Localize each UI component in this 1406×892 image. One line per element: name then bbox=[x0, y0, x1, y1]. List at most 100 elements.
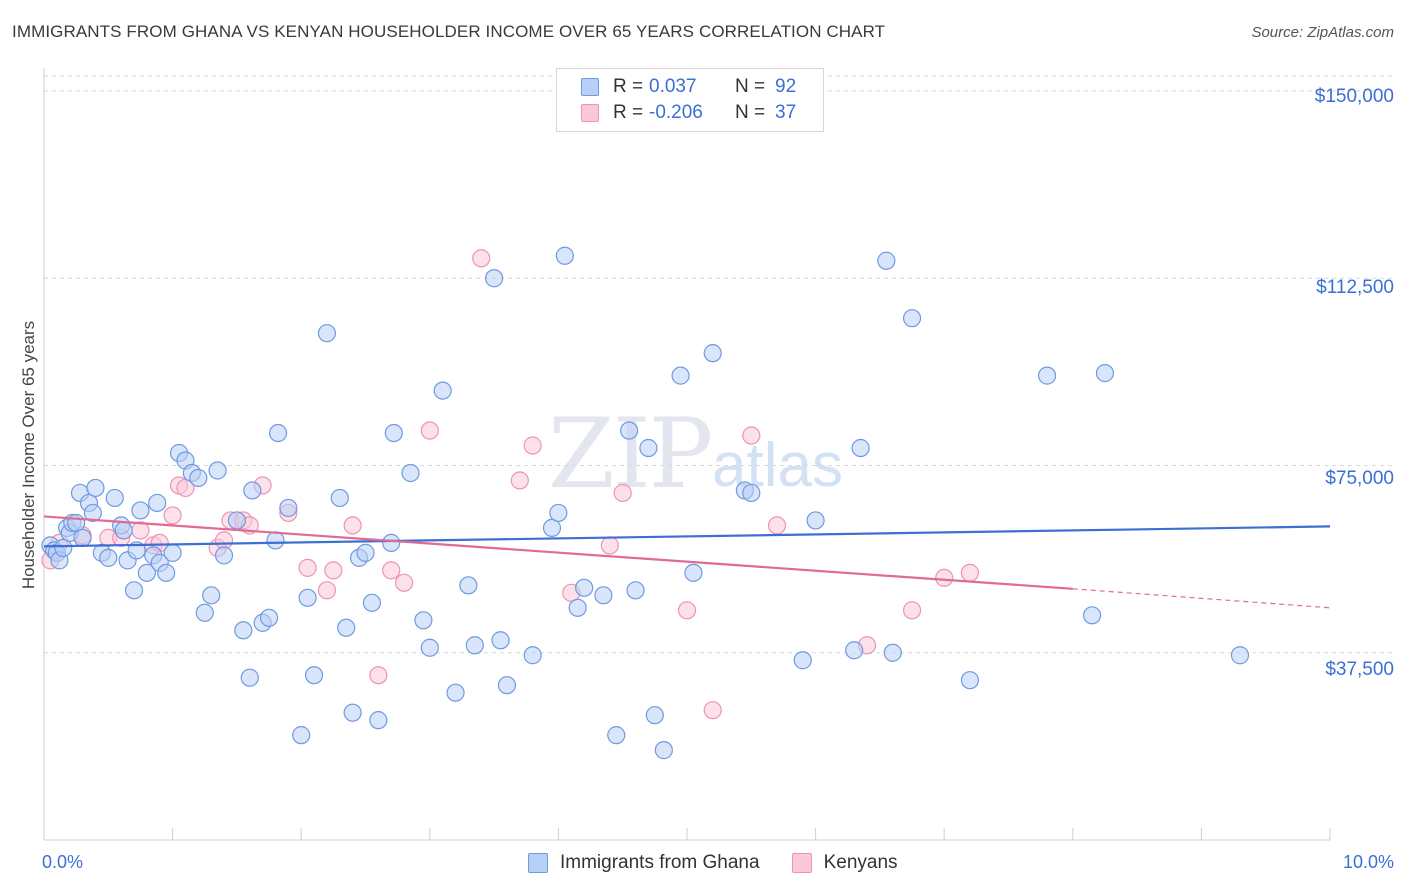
ghana-point bbox=[214, 546, 234, 565]
ghana-point bbox=[337, 618, 356, 637]
kenyan-point bbox=[163, 506, 182, 525]
stats-row-kenyans: R = -0.206 N = 37 bbox=[581, 100, 796, 126]
ghana-point bbox=[317, 324, 337, 343]
ghana-point bbox=[645, 706, 664, 725]
ghana-point bbox=[793, 651, 812, 670]
ghana-point bbox=[304, 666, 324, 685]
ghana-point bbox=[259, 608, 279, 627]
n-value: 92 bbox=[775, 76, 797, 97]
kenyan-point bbox=[382, 561, 401, 580]
ghana-point bbox=[607, 726, 626, 745]
ghana-point bbox=[243, 481, 262, 500]
ghana-point bbox=[157, 563, 176, 582]
x-tick-label: 0.0% bbox=[42, 852, 84, 872]
kenyan-point bbox=[510, 471, 529, 490]
ghana-point bbox=[202, 586, 221, 605]
kenyan-point bbox=[902, 601, 922, 620]
ghana-point bbox=[266, 531, 285, 550]
ghana-point bbox=[433, 381, 452, 400]
kenyan-point bbox=[343, 516, 362, 535]
ghana-point bbox=[234, 621, 253, 640]
ghana-point bbox=[124, 581, 144, 600]
kenyan-point bbox=[394, 573, 414, 592]
legend-item-kenyans[interactable]: Kenyans bbox=[791, 852, 898, 874]
ghana-point bbox=[137, 563, 156, 582]
ghana-point bbox=[330, 488, 349, 508]
ghana-point bbox=[401, 463, 420, 483]
kenyan-point bbox=[960, 563, 980, 582]
ghana-point bbox=[1037, 366, 1057, 385]
kenyan-point bbox=[742, 426, 761, 445]
ghana-point bbox=[131, 501, 150, 520]
ghana-point bbox=[189, 468, 208, 488]
ghana-point bbox=[382, 533, 401, 552]
ghana-point bbox=[1095, 364, 1115, 383]
kenyan-point bbox=[369, 666, 388, 685]
ghana-point bbox=[575, 578, 594, 597]
n-label: N = bbox=[735, 102, 766, 123]
legend-item-ghana[interactable]: Immigrants from Ghana bbox=[528, 852, 760, 874]
ghana-point bbox=[1230, 646, 1250, 665]
n-label: N = bbox=[735, 76, 766, 97]
stats-row-ghana: R = 0.037 N = 92 bbox=[581, 74, 796, 100]
kenyan-trend-line bbox=[43, 515, 1073, 590]
ghana-point bbox=[268, 423, 288, 443]
y-tick-label: $112,500 bbox=[1316, 277, 1394, 298]
n-value: 37 bbox=[775, 102, 797, 123]
ghana-point bbox=[446, 683, 465, 702]
ghana-point bbox=[626, 581, 645, 600]
series-legend: Immigrants from Ghana Kenyans bbox=[528, 852, 930, 874]
legend-label: Immigrants from Ghana bbox=[560, 852, 760, 873]
ghana-point bbox=[208, 461, 227, 480]
kenyan-point bbox=[324, 561, 343, 580]
ghana-point bbox=[742, 483, 761, 503]
ghana-trend-line bbox=[43, 525, 1331, 548]
ghana-point bbox=[105, 488, 124, 508]
ghana-point bbox=[356, 543, 375, 562]
ghana-point bbox=[845, 641, 864, 660]
ghana-point bbox=[851, 438, 870, 458]
ghana-point bbox=[485, 269, 504, 288]
ghana-point bbox=[542, 518, 562, 538]
ghana-point bbox=[414, 611, 433, 630]
ghana-point bbox=[362, 593, 382, 612]
ghana-point bbox=[1082, 606, 1102, 625]
y-tick-label: $37,500 bbox=[1325, 659, 1394, 680]
ghana-point bbox=[459, 576, 478, 595]
ghana-point bbox=[902, 309, 922, 328]
ghana-point bbox=[620, 421, 639, 440]
kenyan-point bbox=[523, 436, 542, 455]
ghana-point bbox=[465, 636, 484, 655]
kenyan-point bbox=[298, 558, 317, 577]
legend-swatch-pink bbox=[581, 104, 599, 122]
ghana-point bbox=[148, 493, 167, 513]
y-tick-label: $150,000 bbox=[1314, 86, 1394, 107]
ghana-point bbox=[384, 423, 403, 443]
ghana-point bbox=[99, 548, 118, 567]
kenyan-point bbox=[600, 536, 619, 555]
r-label: R = bbox=[613, 76, 644, 97]
kenyan-point bbox=[767, 516, 787, 535]
legend-swatch-pink bbox=[791, 853, 812, 873]
ghana-point bbox=[523, 646, 542, 665]
ghana-point bbox=[491, 631, 510, 650]
ghana-point bbox=[279, 498, 298, 518]
ghana-point bbox=[654, 741, 673, 760]
r-value: -0.206 bbox=[649, 102, 703, 123]
source-label: Source: ZipAtlas.com bbox=[1251, 24, 1394, 41]
ghana-point bbox=[240, 668, 259, 687]
kenyan-point bbox=[613, 483, 632, 503]
legend-swatch-blue bbox=[528, 853, 548, 873]
ghana-point bbox=[806, 511, 825, 530]
ghana-point bbox=[343, 703, 362, 722]
ghana-point bbox=[594, 586, 613, 605]
ghana-point bbox=[703, 344, 722, 363]
ghana-point bbox=[568, 598, 587, 617]
ghana-point bbox=[555, 246, 574, 265]
ghana-point bbox=[73, 528, 92, 547]
ghana-point bbox=[86, 478, 105, 498]
ghana-point bbox=[54, 538, 73, 557]
ghana-point bbox=[83, 503, 102, 523]
kenyan-point bbox=[935, 568, 954, 587]
